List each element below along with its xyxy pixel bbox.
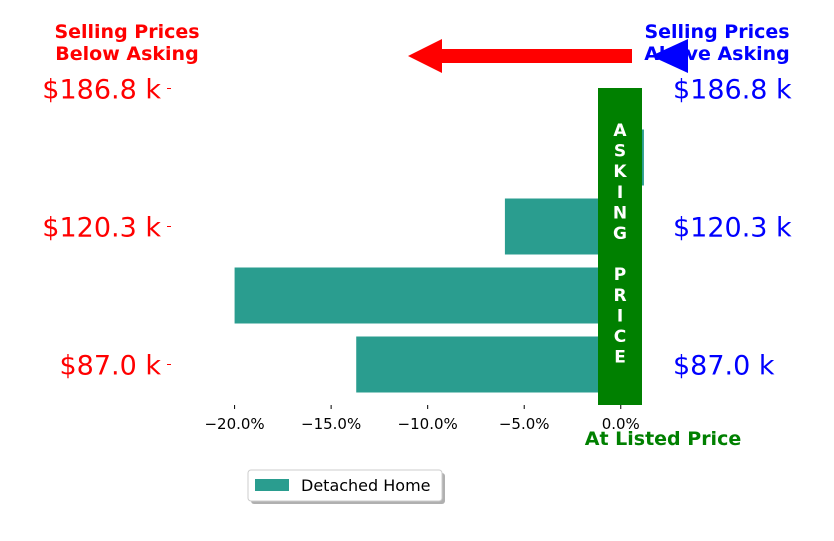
band-letter: C	[614, 327, 626, 347]
band-letter: E	[614, 348, 626, 368]
price-label-left: $120.3 k	[42, 213, 161, 244]
x-tick-label: −20.0%	[204, 415, 264, 433]
x-tick-label: 0.0%	[602, 415, 640, 433]
band-letter: P	[614, 265, 626, 285]
band-letter: I	[617, 306, 623, 326]
price-labels-left: $87.0 k $120.3 k $186.8 k	[42, 75, 171, 382]
bar-1	[234, 267, 621, 324]
band-letter: K	[613, 162, 627, 182]
band-letter: N	[613, 203, 627, 223]
asking-price-band	[598, 88, 642, 405]
band-letter: S	[614, 142, 626, 162]
bars-layer	[234, 129, 644, 393]
price-label-left: $87.0 k	[59, 351, 161, 382]
legend-box	[247, 469, 443, 502]
price-label-right: $120.3 k	[673, 213, 792, 244]
x-tick-label: −15.0%	[301, 415, 361, 433]
price-label-right: $87.0 k	[673, 351, 775, 382]
header-right-line1: Selling Prices	[644, 21, 789, 43]
header-left-line2: Below Asking	[55, 43, 198, 65]
band-letter: I	[617, 183, 623, 203]
arrow-right-icon	[651, 39, 688, 73]
listed-price-label: At Listed Price	[585, 428, 741, 450]
legend-swatch	[255, 479, 289, 491]
price-labels-right: $87.0 k $120.3 k $186.8 k	[673, 75, 792, 382]
header-left-line1: Selling Prices	[54, 21, 199, 43]
bar-0	[356, 336, 621, 393]
price-label-right: $186.8 k	[673, 75, 792, 106]
arrow-left-icon	[408, 39, 632, 73]
x-axis: −20.0% −15.0% −10.0% −5.0% 0.0%	[204, 405, 640, 433]
legend-label: Detached Home	[301, 476, 431, 495]
x-tick-label: −5.0%	[499, 415, 550, 433]
x-tick-label: −10.0%	[398, 415, 458, 433]
band-letter: G	[613, 224, 627, 244]
price-label-left: $186.8 k	[42, 75, 161, 106]
legend: Detached Home	[247, 469, 445, 504]
band-letter: R	[613, 286, 626, 306]
band-letter: A	[613, 121, 627, 141]
